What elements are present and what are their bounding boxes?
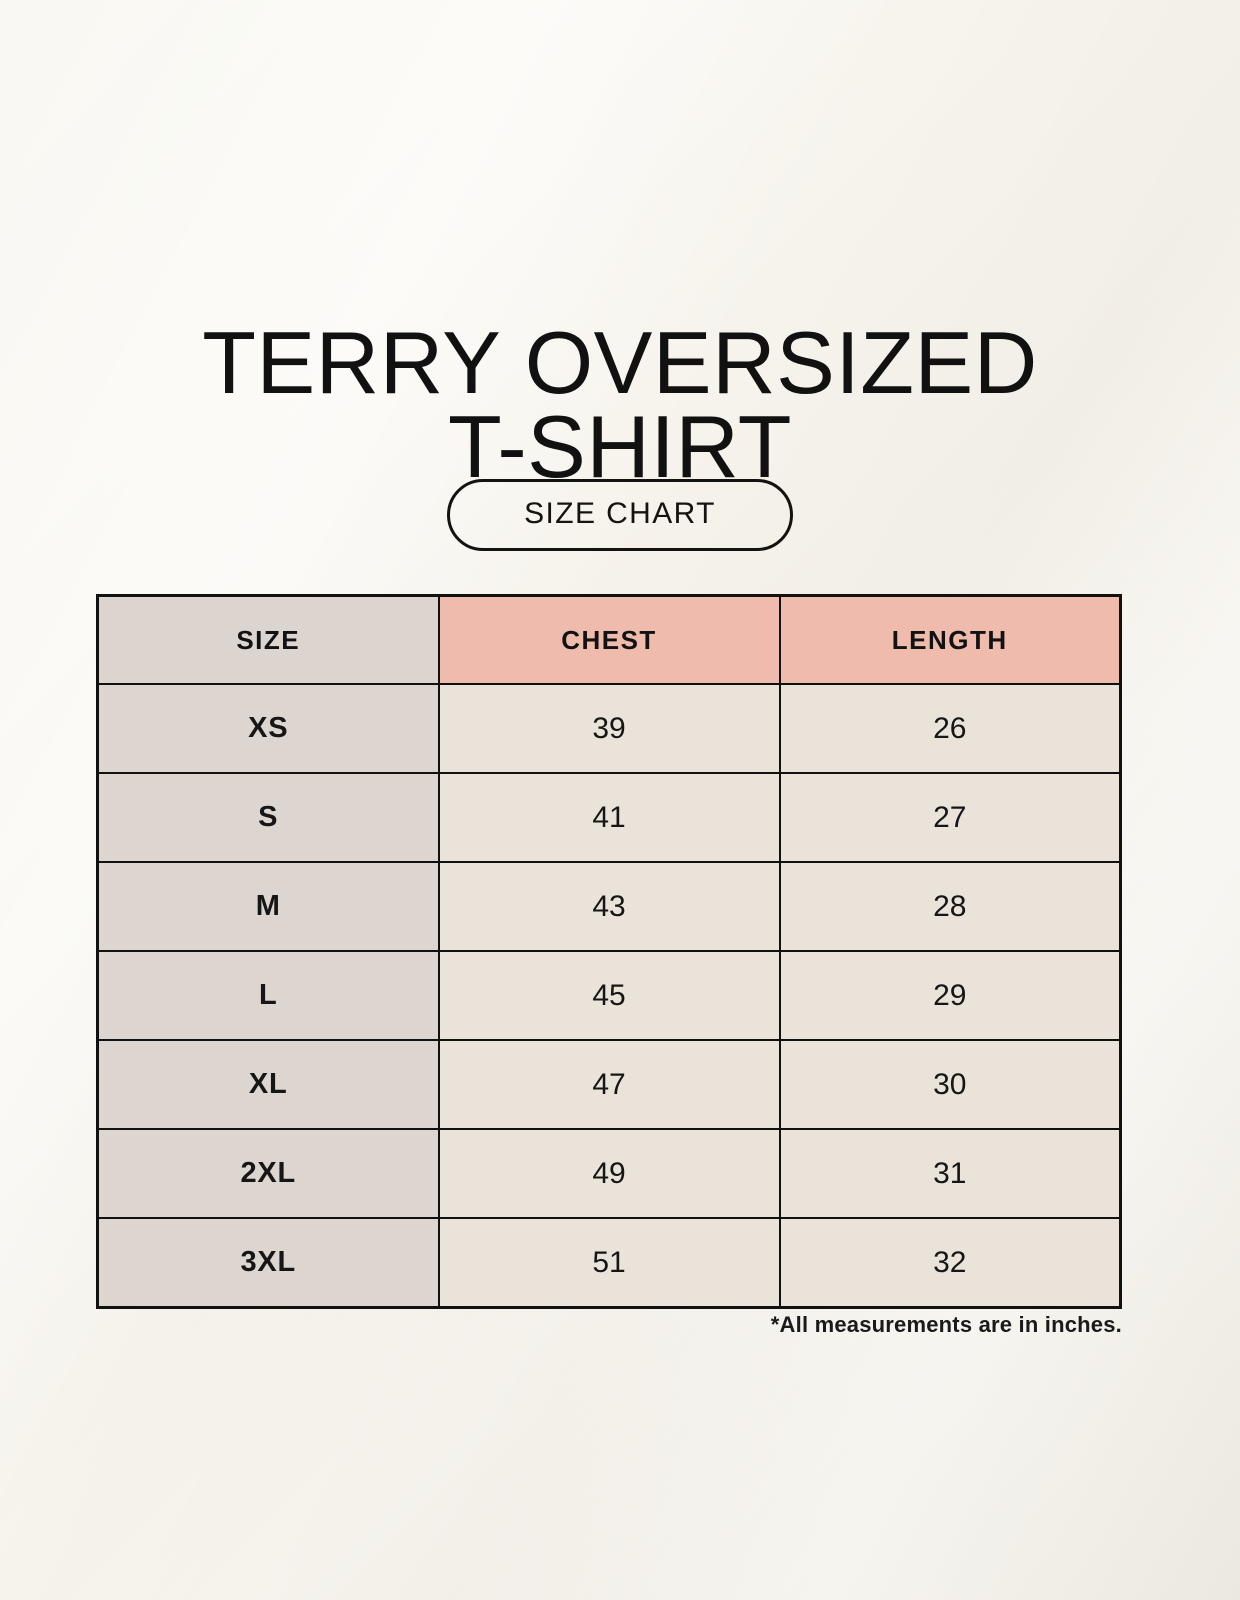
- cell-length: 30: [778, 1039, 1122, 1130]
- size-chart-badge: SIZE CHART: [447, 479, 793, 551]
- cell-size: S: [96, 772, 440, 863]
- cell-chest: 43: [437, 861, 781, 952]
- page-title: TERRY OVERSIZED T-SHIRT: [202, 312, 1038, 497]
- cell-length: 26: [778, 683, 1122, 774]
- column-header-chest: CHEST: [437, 594, 781, 685]
- size-chart-badge-wrap: SIZE CHART: [0, 479, 1240, 551]
- cell-length: 27: [778, 772, 1122, 863]
- cell-chest: 47: [437, 1039, 781, 1130]
- cell-length: 28: [778, 861, 1122, 952]
- cell-chest: 45: [437, 950, 781, 1041]
- column-header-size: SIZE: [96, 594, 440, 685]
- cell-length: 32: [778, 1217, 1122, 1309]
- size-table: SIZE CHEST LENGTH XS 39 26 S 41 27 M: [96, 594, 1122, 1309]
- cell-size: L: [96, 950, 440, 1041]
- cell-size: 3XL: [96, 1217, 440, 1309]
- table-row: XS 39 26: [96, 683, 1122, 774]
- table-row: XL 47 30: [96, 1039, 1122, 1130]
- table-header-row: SIZE CHEST LENGTH: [96, 594, 1122, 685]
- cell-length: 29: [778, 950, 1122, 1041]
- size-table-head: SIZE CHEST LENGTH: [96, 594, 1122, 685]
- cell-chest: 49: [437, 1128, 781, 1219]
- measurement-footnote: *All measurements are in inches.: [770, 1312, 1122, 1337]
- table-row: L 45 29: [96, 950, 1122, 1041]
- table-row: 2XL 49 31: [96, 1128, 1122, 1219]
- cell-chest: 51: [437, 1217, 781, 1309]
- table-row: M 43 28: [96, 861, 1122, 952]
- size-table-wrap: SIZE CHEST LENGTH XS 39 26 S 41 27 M: [96, 594, 1122, 1309]
- cell-size: XL: [96, 1039, 440, 1130]
- cell-size: M: [96, 861, 440, 952]
- cell-size: 2XL: [96, 1128, 440, 1219]
- size-table-body: XS 39 26 S 41 27 M 43 28 L 45 29: [96, 683, 1122, 1309]
- cell-chest: 39: [437, 683, 781, 774]
- cell-size: XS: [96, 683, 440, 774]
- cell-chest: 41: [437, 772, 781, 863]
- table-row: S 41 27: [96, 772, 1122, 863]
- table-row: 3XL 51 32: [96, 1217, 1122, 1309]
- cell-length: 31: [778, 1128, 1122, 1219]
- column-header-length: LENGTH: [778, 594, 1122, 685]
